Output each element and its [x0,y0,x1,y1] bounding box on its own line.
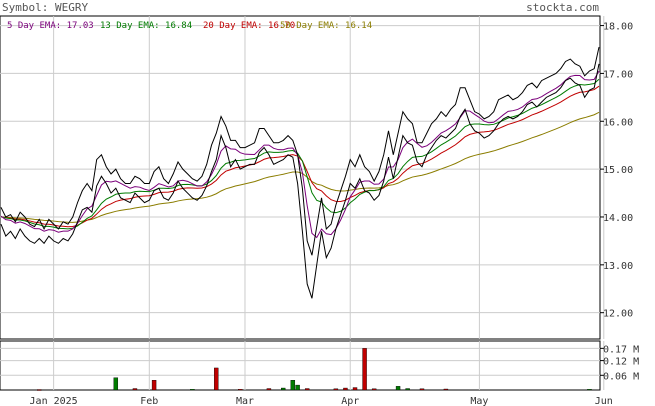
ema5-line [0,70,600,239]
site-name: stockta.com [526,1,599,14]
volume-y-axis: 0.06 M 0.12 M 0.17 M [600,344,639,382]
volume-bar [190,389,195,391]
volume-grid [0,341,605,390]
price-tick-label: 12.00 [603,309,633,320]
low-line [0,63,600,299]
legend-ema5: 5 Day EMA: 17.03 [7,21,94,31]
x-tick-label: Jan 2025 [30,396,78,406]
price-tick-label: 15.00 [603,165,633,176]
legend-ema20: 20 Day EMA: 16.70 [203,21,295,31]
x-tick-label: May [470,396,488,406]
ema20-line [0,85,600,228]
price-tick-label: 16.00 [603,117,633,128]
volume-bar [237,389,243,391]
volume-bar [395,386,401,391]
volume-bar [343,387,348,391]
volume-bar [113,377,119,391]
price-tick-label: 17.00 [603,69,633,80]
price-series [0,46,600,299]
legend-ema13: 13 Day EMA: 16.84 [100,21,192,31]
volume-tick-label: 0.12 M [603,357,639,368]
volume-bar [281,387,286,391]
x-tick-label: Mar [236,396,254,406]
volume-bar [37,389,42,391]
volume-bar [405,388,410,391]
price-tick-label: 18.00 [603,22,633,33]
price-panel [0,15,601,340]
ema-legend: 5 Day EMA: 17.03 13 Day EMA: 16.84 20 Da… [7,21,372,31]
x-axis: Jan 2025 Feb Mar Apr May Jun [30,396,613,406]
volume-bar [362,348,367,391]
x-tick-label: Feb [140,396,158,406]
price-tick-label: 13.00 [603,261,633,272]
price-y-axis: 12.00 13.00 14.00 15.00 16.00 17.00 18.00 [600,22,633,320]
volume-bar [587,389,592,391]
x-tick-label: Jun [595,396,613,406]
volume-bar [151,380,157,391]
volume-bar [352,387,358,391]
volume-bar [295,384,300,391]
price-tick-label: 14.00 [603,213,633,224]
price-grid [0,16,605,339]
volume-bar [290,380,296,391]
symbol-label: Symbol: WEGRY [2,1,88,14]
volume-bar [132,388,138,391]
volume-tick-label: 0.17 M [603,344,639,355]
volume-panel [0,340,601,391]
legend-ema50: 50 Day EMA: 16.14 [280,21,372,31]
volume-bar [419,388,425,391]
x-tick-label: Apr [341,396,359,406]
volume-bar [304,388,310,391]
ema13-line [0,78,600,230]
volume-bar [443,388,449,391]
high-line [0,46,600,256]
volume-bar [214,367,219,391]
volume-tick-label: 0.06 M [603,371,639,382]
volume-bar [333,388,339,391]
volume-bars [37,348,592,391]
volume-bar [371,388,377,391]
volume-bar [266,388,272,391]
